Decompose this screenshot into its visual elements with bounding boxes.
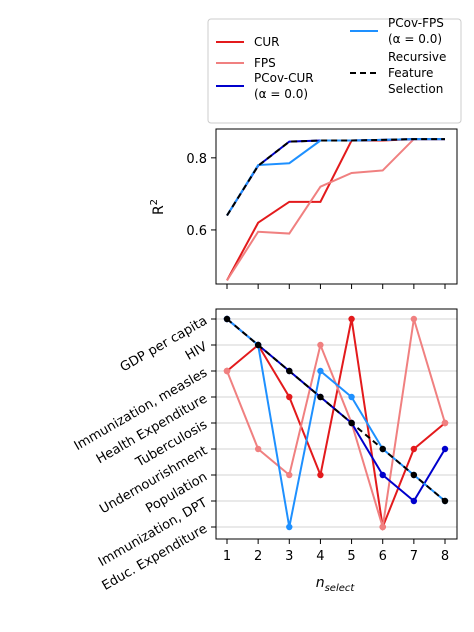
ranking-category-hiv: HIV xyxy=(183,339,210,363)
r2-series xyxy=(226,138,445,281)
ranking-x-tick-label-2: 3 xyxy=(285,549,293,564)
legend-label-pcov-fps-0-0-1: (α = 0.0) xyxy=(388,32,442,46)
legend-label-pcov-cur-0-0-0: PCov-CUR xyxy=(254,71,314,85)
ranking-point-pcov-cur-8 xyxy=(441,445,449,453)
ranking-point-recursive-feature-selection-7 xyxy=(410,471,418,479)
ranking-x-axis-label-main: n xyxy=(316,575,325,591)
legend-label-recursive-feature-selection-0: Recursive xyxy=(388,50,446,64)
legend-label-recursive-feature-selection-2: Selection xyxy=(388,82,443,96)
r2-y-axis-label: R2 xyxy=(149,199,167,215)
ranking-point-recursive-feature-selection-8 xyxy=(441,497,449,505)
ranking-point-cur-5 xyxy=(348,315,355,323)
r2-line-pcov-fps xyxy=(226,138,445,217)
legend-label-pcov-fps-0-0-0: PCov-FPS xyxy=(388,16,444,30)
legend-frame xyxy=(207,18,462,124)
ranking-x-tick-label-5: 6 xyxy=(379,549,387,564)
ranking-x-tick-label-6: 7 xyxy=(410,549,418,564)
legend-label-cur-0: CUR xyxy=(254,35,280,49)
r2-y-ticks: 0.6 0.8 xyxy=(186,152,216,239)
ranking-x-axis-label-sub: select xyxy=(325,583,356,594)
ranking-x-tick-label-3: 4 xyxy=(316,549,324,564)
ranking-point-pcov-fps-5 xyxy=(348,393,355,401)
ranking-line-cur xyxy=(226,318,446,531)
legend-label-fps-0: FPS xyxy=(254,56,276,70)
ranking-x-ticks: 1 2 3 4 5 6 7 8 xyxy=(223,539,449,564)
ranking-axes-frame xyxy=(215,308,458,540)
ranking-point-pcov-cur-6 xyxy=(379,471,386,479)
r2-panel: 0.6 0.8 R2 xyxy=(149,128,458,289)
ranking-point-fps-6 xyxy=(379,523,386,531)
legend-label-pcov-cur-0-0-1: (α = 0.0) xyxy=(254,87,308,101)
ranking-point-recursive-feature-selection-6 xyxy=(379,445,386,453)
ranking-point-cur-4 xyxy=(317,471,324,479)
r2-y-axis-label-sup: 2 xyxy=(149,199,160,205)
ranking-series xyxy=(223,315,449,531)
ranking-point-fps-7 xyxy=(410,315,418,323)
r2-y-tick-label-1: 0.8 xyxy=(186,152,207,167)
ranking-point-fps-4 xyxy=(317,341,324,349)
ranking-point-cur-7 xyxy=(410,445,418,453)
ranking-point-recursive-feature-selection-1 xyxy=(223,315,231,323)
r2-y-axis-label-main: R xyxy=(151,205,167,215)
ranking-point-recursive-feature-selection-3 xyxy=(286,367,293,375)
ranking-point-pcov-fps-4 xyxy=(317,367,324,375)
legend-label-recursive-feature-selection-1: Feature xyxy=(388,66,433,80)
r2-axes-frame xyxy=(215,128,458,285)
ranking-point-fps-2 xyxy=(254,445,262,453)
r2-line-cur xyxy=(226,138,445,281)
r2-y-tick-label-0: 0.6 xyxy=(186,224,207,239)
ranking-x-tick-label-1: 2 xyxy=(254,549,262,564)
ranking-point-fps-3 xyxy=(286,471,293,479)
ranking-point-recursive-feature-selection-2 xyxy=(254,341,262,349)
r2-x-ticks xyxy=(226,284,446,289)
ranking-point-pcov-fps-3 xyxy=(286,523,293,531)
ranking-line-pcov-fps xyxy=(226,318,446,528)
ranking-x-tick-label-4: 5 xyxy=(347,549,355,564)
ranking-line-recursive-feature-selection xyxy=(226,318,446,502)
ranking-point-pcov-cur-7 xyxy=(410,497,418,505)
ranking-x-axis-label: nselect xyxy=(316,575,356,594)
ranking-point-recursive-feature-selection-4 xyxy=(317,393,324,401)
ranking-x-tick-label-0: 1 xyxy=(223,549,231,564)
r2-line-recursive-feature-selection xyxy=(226,138,445,217)
ranking-point-fps-8 xyxy=(441,419,449,427)
ranking-point-cur-3 xyxy=(286,393,293,401)
ranking-x-tick-label-7: 8 xyxy=(441,549,449,564)
r2-line-fps xyxy=(226,138,445,281)
ranking-point-fps-1 xyxy=(223,367,231,375)
r2-line-pcov-cur xyxy=(226,138,445,217)
ranking-point-recursive-feature-selection-5 xyxy=(348,419,355,427)
